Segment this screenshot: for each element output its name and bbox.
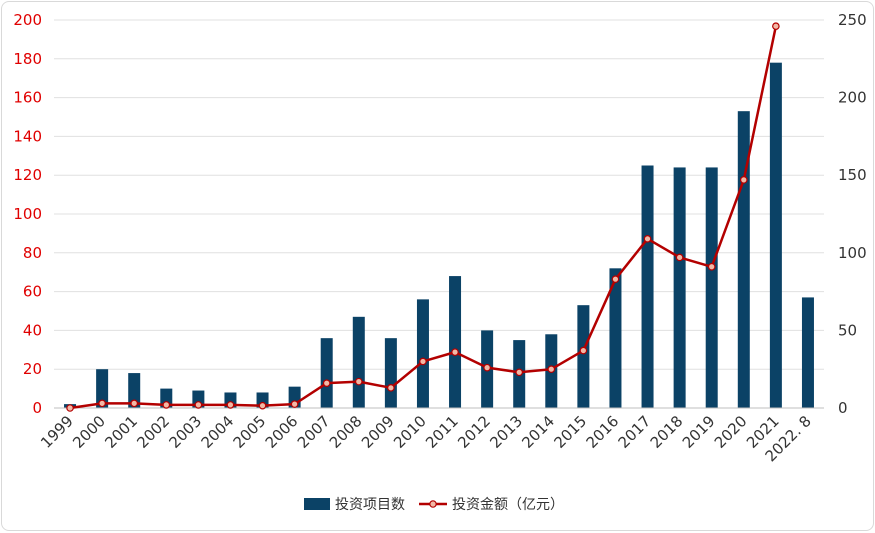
line-point xyxy=(322,379,331,387)
x-tick-label: 2010 xyxy=(390,412,430,452)
y-right-tick-label: 0 xyxy=(838,399,848,417)
bar xyxy=(577,305,590,408)
line-point xyxy=(258,401,267,410)
x-tick-label: 2005 xyxy=(230,412,270,452)
line-point xyxy=(643,235,652,243)
bar xyxy=(352,316,365,408)
legend-swatch-bar xyxy=(304,498,330,510)
y-left-tick-label: 140 xyxy=(13,127,42,145)
bar xyxy=(96,369,109,408)
x-tick-label: 2003 xyxy=(165,412,205,452)
x-tick-label: 2018 xyxy=(647,412,687,452)
bar xyxy=(801,297,814,408)
x-tick-label: 2020 xyxy=(711,412,751,452)
x-tick-label: 2007 xyxy=(294,412,334,452)
x-tick-label: 1999 xyxy=(37,412,77,452)
line-point xyxy=(98,399,106,408)
y-left-tick-label: 180 xyxy=(13,50,42,68)
line-point xyxy=(547,365,556,374)
line-point xyxy=(290,400,299,408)
legend-label-bar: 投资项目数 xyxy=(335,497,405,513)
y-left-tick-label: 160 xyxy=(13,89,42,107)
y-right-tick-label: 200 xyxy=(838,89,867,107)
line-point xyxy=(451,348,459,356)
legend-swatch-marker xyxy=(429,500,437,508)
line-point xyxy=(387,384,395,392)
line-point xyxy=(515,368,524,377)
y-left-tick-label: 60 xyxy=(23,283,42,301)
line-point xyxy=(675,253,684,262)
y-right-tick-label: 50 xyxy=(838,321,857,339)
bar xyxy=(673,167,686,408)
x-tick-label: 2000 xyxy=(69,412,109,452)
y-left-tick-label: 200 xyxy=(13,11,42,29)
y-left-tick-label: 0 xyxy=(32,399,42,417)
bar xyxy=(609,268,622,408)
line-point xyxy=(419,357,427,366)
bar xyxy=(128,373,141,408)
y-right-tick-label: 250 xyxy=(838,11,867,29)
legend-label-line: 投资金额（亿元） xyxy=(452,497,564,513)
bar xyxy=(384,338,397,408)
line-point xyxy=(354,377,363,386)
line-point xyxy=(194,401,203,409)
y-left-tick-label: 100 xyxy=(13,205,42,223)
x-tick-label: 2016 xyxy=(583,412,623,452)
y-right-tick-label: 100 xyxy=(838,244,867,262)
line-point xyxy=(707,262,716,271)
y-left-tick-label: 20 xyxy=(23,360,42,378)
y-left-tick-label: 40 xyxy=(23,321,42,339)
line-point xyxy=(611,275,620,283)
y-left-tick-label: 80 xyxy=(23,244,42,262)
bar xyxy=(416,299,429,408)
x-tick-label: 2011 xyxy=(422,412,462,452)
x-tick-label: 2012 xyxy=(454,412,494,452)
line-point xyxy=(772,22,780,31)
bar xyxy=(641,165,654,408)
line-point xyxy=(483,363,491,372)
line-point xyxy=(739,176,748,184)
bar xyxy=(320,338,333,408)
line-point xyxy=(579,346,588,355)
x-tick-label: 2008 xyxy=(326,412,366,452)
line-point xyxy=(226,401,235,409)
x-tick-label: 2006 xyxy=(262,412,302,452)
x-tick-label: 2019 xyxy=(679,412,719,452)
y-left-tick-label: 120 xyxy=(13,166,42,184)
x-tick-label: 2017 xyxy=(615,412,655,452)
x-tick-label: 2009 xyxy=(358,412,398,452)
bar xyxy=(449,276,462,408)
line-point xyxy=(162,401,171,409)
line-point xyxy=(66,404,74,412)
x-tick-label: 2002 xyxy=(133,412,173,452)
x-tick-label: 2001 xyxy=(101,412,141,452)
x-tick-label: 2015 xyxy=(550,412,590,452)
y-right-tick-label: 150 xyxy=(838,166,867,184)
bar xyxy=(769,62,782,409)
x-tick-label: 2004 xyxy=(198,412,238,452)
x-tick-label: 2014 xyxy=(518,412,558,452)
line-point xyxy=(130,399,139,408)
bar xyxy=(705,167,718,408)
x-tick-label: 2013 xyxy=(486,412,526,452)
